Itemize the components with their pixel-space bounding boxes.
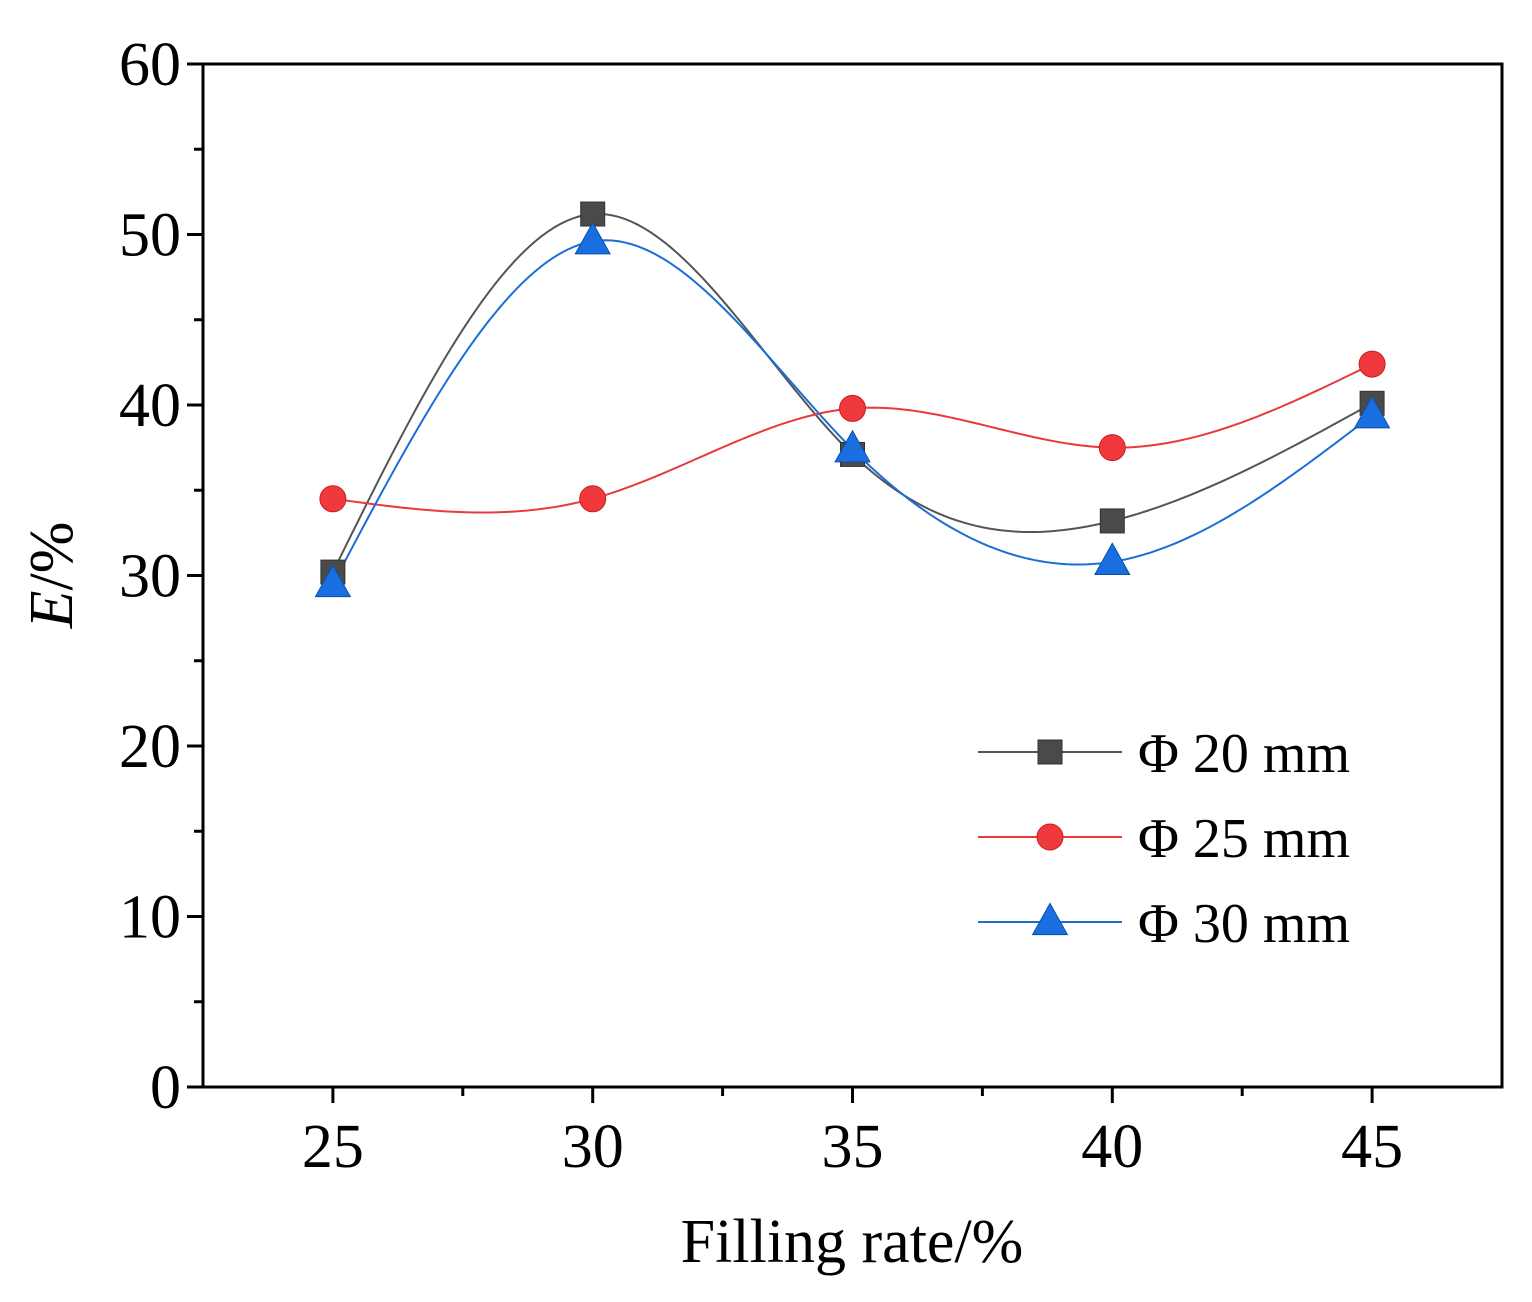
data-point-triangle [314, 564, 352, 598]
legend-label: Φ 25 mm [1138, 808, 1350, 870]
data-point-triangle [1094, 542, 1131, 575]
y-axis-title-unit: /% [18, 522, 86, 591]
y-tick-label: 60 [119, 31, 181, 99]
data-point-triangle [834, 429, 871, 463]
data-point-triangle [1353, 395, 1391, 429]
series-line-1 [332, 212, 1373, 573]
y-tick-label: 20 [119, 713, 181, 781]
data-point-triangle [574, 221, 611, 255]
y-tick-label: 40 [119, 372, 181, 440]
y-tick-label: 0 [150, 1054, 181, 1122]
x-tick-label: 25 [302, 1113, 364, 1181]
y-tick-label: 10 [119, 884, 181, 952]
data-point-circle [1098, 434, 1126, 462]
x-axis-title: Filling rate/% [681, 1208, 1024, 1276]
legend-label: Φ 30 mm [1138, 893, 1350, 955]
data-point-circle [839, 394, 866, 422]
y-axis-title-var: E [18, 591, 86, 630]
legend-marker-triangle [1031, 902, 1069, 936]
data-point-square [1099, 508, 1125, 534]
data-point-circle [319, 485, 347, 513]
legend: Φ 20 mm Φ 25 mm Φ 30 mm [978, 723, 1350, 955]
x-tick-label: 35 [822, 1113, 884, 1181]
data-point-circle [1358, 350, 1386, 378]
x-tick-label: 30 [562, 1113, 624, 1181]
y-axis-title: E/% [18, 522, 86, 630]
legend-marker-square [1037, 739, 1063, 765]
legend-marker-circle [1036, 823, 1064, 851]
x-tick-label: 40 [1081, 1113, 1143, 1181]
y-tick-label: 50 [119, 202, 181, 270]
y-tick-label: 30 [119, 543, 181, 611]
x-tick-label: 45 [1341, 1113, 1403, 1181]
legend-label: Φ 20 mm [1138, 723, 1350, 785]
data-point-circle [579, 485, 607, 513]
